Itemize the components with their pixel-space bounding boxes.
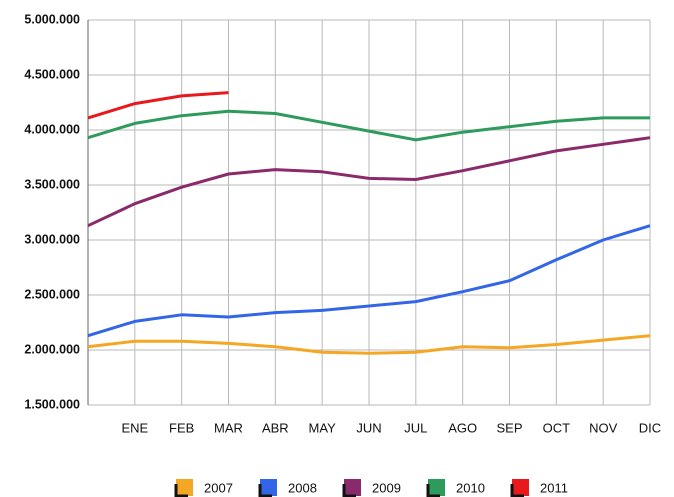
series-line (87, 334, 651, 355)
y-tick-label: 3.500.000 (24, 177, 80, 191)
x-tick-label: JUL (404, 420, 427, 435)
series-line (87, 136, 651, 228)
x-tick-label: DIC (639, 420, 661, 435)
legend-label: 2009 (372, 480, 401, 495)
legend-swatch (512, 479, 529, 496)
legend-swatch-corner (426, 484, 440, 497)
x-tick-label: MAR (214, 420, 243, 435)
series-line (87, 91, 229, 120)
y-tick-label: 4.500.000 (24, 67, 80, 81)
legend-label: 2007 (204, 480, 233, 495)
x-tick-label: NOV (589, 420, 618, 435)
x-tick-label: JUN (356, 420, 381, 435)
legend-label: 2010 (456, 480, 485, 495)
y-tick-label: 2.000.000 (24, 342, 80, 356)
x-tick-label: FEB (169, 420, 194, 435)
legend-swatch-corner (342, 484, 356, 497)
legend-swatch (428, 479, 445, 496)
legend-label: 2008 (288, 480, 317, 495)
series-line (87, 224, 651, 338)
y-tick-label: 1.500.000 (24, 397, 80, 411)
legend-swatch-corner (174, 484, 188, 497)
y-tick-label: 3.000.000 (24, 232, 80, 246)
legend-label: 2011 (540, 480, 568, 495)
legend-swatch-corner (258, 484, 272, 497)
x-tick-label: OCT (543, 420, 571, 435)
x-tick-label: ENE (121, 420, 148, 435)
x-tick-label: SEP (496, 420, 522, 435)
y-tick-label: 4.000.000 (24, 122, 80, 136)
y-tick-label: 2.500.000 (24, 287, 80, 301)
legend-swatch (260, 479, 277, 496)
x-tick-label: ABR (262, 420, 289, 435)
y-tick-label: 5.000.000 (24, 12, 80, 26)
x-tick-label: AGO (448, 420, 477, 435)
legend-swatch (344, 479, 361, 496)
x-tick-label: MAY (309, 420, 337, 435)
legend-swatch-corner (510, 484, 524, 497)
legend-swatch (176, 479, 193, 496)
series-line (87, 109, 650, 142)
